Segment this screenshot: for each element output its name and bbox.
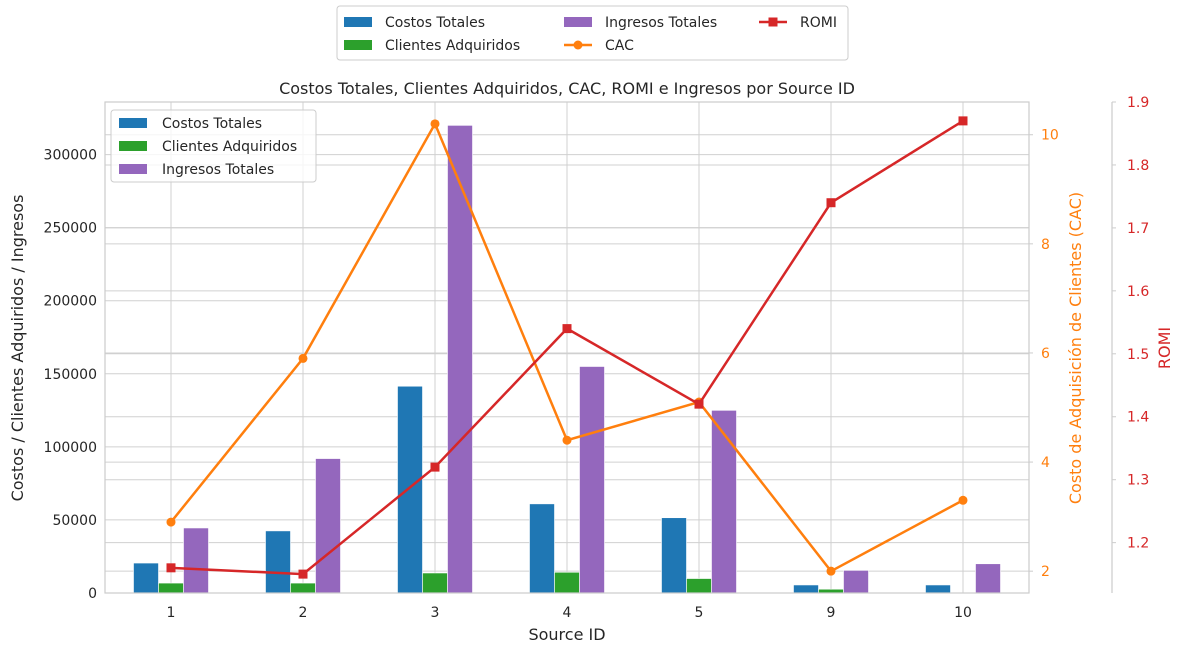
bar-ingresos-totales-3 bbox=[447, 125, 473, 594]
y3-tick-label: 1.4 bbox=[1127, 410, 1149, 426]
point-romi-10 bbox=[958, 116, 968, 126]
legend-marker bbox=[573, 40, 583, 50]
legend-swatch bbox=[564, 17, 592, 27]
legend-top-label: Costos Totales bbox=[385, 15, 485, 31]
legend-inner-label: Costos Totales bbox=[162, 116, 262, 132]
bar-costos-totales-5 bbox=[661, 517, 687, 594]
point-romi-1 bbox=[166, 563, 176, 573]
y3-tick-label: 1.7 bbox=[1127, 221, 1149, 237]
point-cac-2 bbox=[298, 353, 308, 363]
x-axis-label: Source ID bbox=[528, 625, 605, 644]
y-tick-label: 200000 bbox=[44, 294, 97, 310]
x-tick-label: 4 bbox=[563, 605, 572, 621]
legend-inner-label: Ingresos Totales bbox=[162, 162, 274, 178]
y-tick-label: 250000 bbox=[44, 221, 97, 237]
y3-tick-label: 1.2 bbox=[1127, 536, 1149, 552]
point-cac-1 bbox=[166, 517, 176, 527]
lines bbox=[166, 116, 968, 579]
legend-swatch bbox=[344, 17, 372, 27]
grid bbox=[105, 101, 1029, 594]
axes: 1 2 3 4 5 9 10 0 50000 100000 150000 200000 250000 30… bbox=[44, 95, 1150, 621]
y-axis-label: Costos / Clientes Adquiridos / Ingresos bbox=[8, 195, 27, 502]
y-tick-label: 50000 bbox=[52, 513, 97, 529]
y3-tick-label: 1.9 bbox=[1127, 95, 1149, 111]
legend-swatch bbox=[119, 164, 147, 174]
bar-ingresos-totales-10 bbox=[975, 563, 1001, 594]
point-romi-9 bbox=[826, 198, 836, 208]
bar-clientes-adquiridos-2 bbox=[290, 582, 316, 594]
point-cac-3 bbox=[430, 119, 440, 129]
y-tick-label: 300000 bbox=[44, 148, 97, 164]
point-romi-2 bbox=[298, 569, 308, 579]
y-tick-label: 0 bbox=[88, 586, 97, 602]
bar-clientes-adquiridos-3 bbox=[422, 572, 448, 594]
legend-top: Costos Totales Clientes Adquiridos Ingreso… bbox=[336, 5, 849, 61]
point-romi-3 bbox=[430, 462, 440, 472]
y2-tick-label: 2 bbox=[1041, 564, 1050, 580]
chart-title: Costos Totales, Clientes Adquiridos, CAC… bbox=[279, 79, 855, 98]
x-tick-label: 10 bbox=[954, 605, 972, 621]
bar-clientes-adquiridos-1 bbox=[158, 582, 184, 594]
x-tick-label: 9 bbox=[827, 605, 836, 621]
labels: Costos Totales, Clientes Adquiridos, CAC… bbox=[8, 79, 1174, 644]
legend-top-label: CAC bbox=[605, 38, 634, 54]
legend-inner-label: Clientes Adquiridos bbox=[162, 139, 297, 155]
y2-tick-label: 10 bbox=[1041, 128, 1059, 144]
point-cac-10 bbox=[958, 495, 968, 505]
y2-tick-label: 8 bbox=[1041, 237, 1050, 253]
bar-ingresos-totales-4 bbox=[579, 366, 605, 594]
legend-inner-frame bbox=[110, 109, 317, 183]
y3-axis-label: ROMI bbox=[1155, 327, 1174, 369]
bar-ingresos-totales-2 bbox=[315, 458, 341, 594]
legend-swatch bbox=[119, 141, 147, 151]
y3-tick-label: 1.5 bbox=[1127, 347, 1149, 363]
y2-axis-label: Costo de Adquisición de Clientes (CAC) bbox=[1066, 192, 1085, 504]
legend-top-frame bbox=[336, 5, 849, 61]
bar-clientes-adquiridos-4 bbox=[554, 571, 580, 594]
legend-marker bbox=[768, 17, 778, 27]
point-cac-4 bbox=[562, 435, 572, 445]
bar-costos-totales-9 bbox=[793, 584, 819, 594]
bar-costos-totales-4 bbox=[529, 503, 555, 594]
point-romi-4 bbox=[562, 324, 572, 334]
bar-costos-totales-3 bbox=[397, 385, 423, 594]
legend-top-label: ROMI bbox=[800, 15, 837, 31]
y2-tick-label: 6 bbox=[1041, 346, 1050, 362]
legend-swatch bbox=[119, 118, 147, 128]
legend-top-label: Ingresos Totales bbox=[605, 15, 717, 31]
y3-tick-label: 1.8 bbox=[1127, 158, 1149, 174]
bars bbox=[133, 125, 1001, 594]
y-tick-label: 150000 bbox=[44, 367, 97, 383]
legend-top-label: Clientes Adquiridos bbox=[385, 38, 520, 54]
bar-costos-totales-10 bbox=[925, 584, 951, 594]
x-tick-label: 2 bbox=[299, 605, 308, 621]
point-romi-5 bbox=[694, 399, 704, 409]
y3-tick-label: 1.3 bbox=[1127, 473, 1149, 489]
bar-clientes-adquiridos-5 bbox=[686, 578, 712, 594]
point-cac-9 bbox=[826, 566, 836, 576]
bar-costos-totales-1 bbox=[133, 562, 159, 594]
x-tick-label: 1 bbox=[167, 605, 176, 621]
bar-ingresos-totales-5 bbox=[711, 410, 737, 594]
y2-tick-label: 4 bbox=[1041, 455, 1050, 471]
bar-ingresos-totales-1 bbox=[183, 527, 209, 594]
x-tick-label: 3 bbox=[431, 605, 440, 621]
y-tick-label: 100000 bbox=[44, 440, 97, 456]
bar-ingresos-totales-9 bbox=[843, 570, 869, 594]
y3-tick-label: 1.6 bbox=[1127, 284, 1149, 300]
legend-inner: Costos Totales Clientes Adquiridos Ingreso… bbox=[110, 109, 317, 183]
bar-costos-totales-2 bbox=[265, 530, 291, 594]
x-tick-label: 5 bbox=[695, 605, 704, 621]
legend-swatch bbox=[344, 40, 372, 50]
plot-frame bbox=[104, 101, 1030, 594]
